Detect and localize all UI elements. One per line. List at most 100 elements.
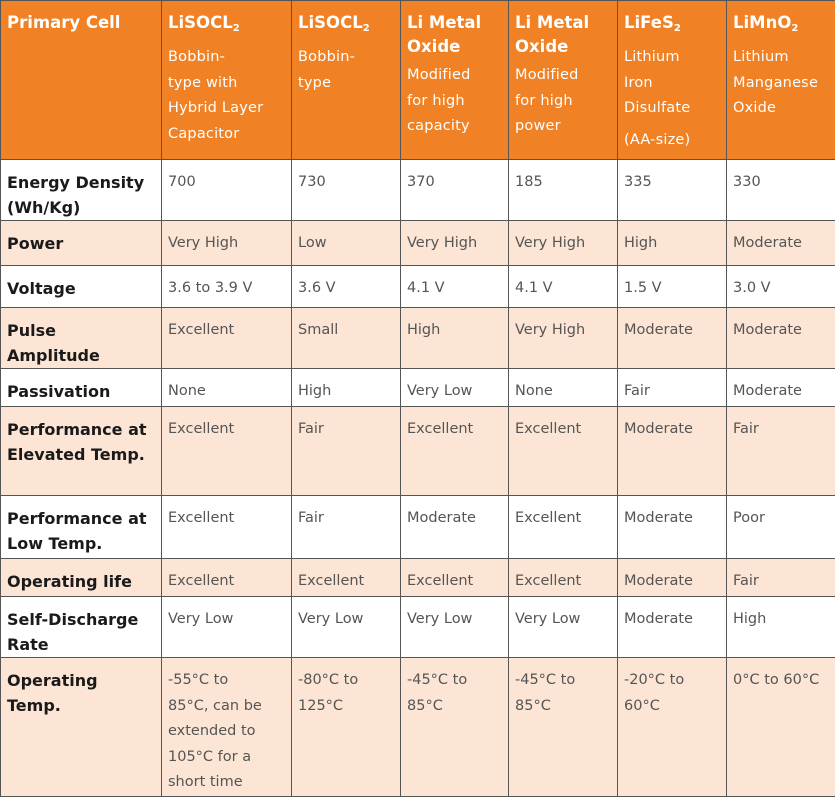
column-name-subscript: 2 — [233, 23, 240, 34]
cell-line: -80°C to — [298, 668, 394, 694]
column-name-text: LiSOCL — [168, 13, 233, 32]
table-cell: Excellent — [292, 559, 401, 597]
row-label-line: Voltage — [7, 276, 155, 301]
column-name: LiSOCL2 — [168, 11, 285, 41]
table-cell: Fair — [727, 407, 835, 496]
table-cell: Low — [292, 221, 401, 266]
table-cell: 3.6 V — [292, 266, 401, 308]
column-name-text: Li Metal Oxide — [515, 13, 589, 56]
table-cell: Excellent — [162, 559, 292, 597]
row-label: Voltage — [1, 266, 162, 308]
table-cell: Excellent — [401, 407, 509, 496]
column-description-line: type with — [168, 71, 285, 97]
table-cell: 1.5 V — [618, 266, 727, 308]
table-cell: Poor — [727, 496, 835, 559]
table-cell: 700 — [162, 160, 292, 221]
table-cell: Moderate — [618, 559, 727, 597]
column-note: (AA-size) — [624, 128, 720, 154]
cell-line: -45°C to — [407, 668, 502, 694]
table-cell: Moderate — [618, 496, 727, 559]
table-cell: Moderate — [618, 308, 727, 369]
table-cell: Excellent — [162, 407, 292, 496]
table-cell: Moderate — [618, 597, 727, 658]
column-description-line: Manganese — [733, 71, 829, 97]
table-cell: Fair — [618, 369, 727, 407]
column-description-line: for high — [515, 89, 611, 115]
column-name-text: LiFeS — [624, 13, 674, 32]
row-label: Energy Density(Wh/Kg) — [1, 160, 162, 221]
cell-line: -55°C to — [168, 668, 285, 694]
table-cell: Very High — [509, 308, 618, 369]
column-description-line: Iron — [624, 71, 720, 97]
table-cell: Small — [292, 308, 401, 369]
column-name-subscript: 2 — [791, 23, 798, 34]
column-name-text: Li Metal Oxide — [407, 13, 481, 56]
table-cell: 185 — [509, 160, 618, 221]
table-cell: Moderate — [618, 407, 727, 496]
table-cell: 370 — [401, 160, 509, 221]
table-cell: 3.6 to 3.9 V — [162, 266, 292, 308]
table-cell: Excellent — [162, 496, 292, 559]
column-description-line: for high — [407, 89, 502, 115]
table-cell: Moderate — [727, 308, 835, 369]
column-name: LiFeS2 — [624, 11, 720, 41]
table-cell: High — [292, 369, 401, 407]
column-name: LiMnO2 — [733, 11, 829, 41]
cell-line: 85°C, can be — [168, 694, 285, 720]
row-label: Passivation — [1, 369, 162, 407]
table-cell: Very High — [509, 221, 618, 266]
cell-line: 85°C — [515, 694, 611, 720]
cell-line: -20°C to — [624, 668, 720, 694]
column-description-line: Oxide — [733, 96, 829, 122]
table-cell: 330 — [727, 160, 835, 221]
table-cell: Excellent — [401, 559, 509, 597]
table-cell: 335 — [618, 160, 727, 221]
table-cell: Very Low — [401, 597, 509, 658]
column-description-line: Disulfate — [624, 96, 720, 122]
table-cell: High — [401, 308, 509, 369]
table-cell: Moderate — [401, 496, 509, 559]
column-description-line: power — [515, 114, 611, 140]
table-cell: Excellent — [509, 559, 618, 597]
table-cell: 730 — [292, 160, 401, 221]
table-cell: Very Low — [162, 597, 292, 658]
row-label-line: Energy Density — [7, 170, 155, 195]
row-label-line: Operating life — [7, 569, 155, 594]
table-cell: Fair — [292, 407, 401, 496]
cell-line: 105°C for a — [168, 745, 285, 771]
row-label-line: Pulse — [7, 318, 155, 343]
column-description-line: type — [298, 71, 394, 97]
table-cell: Fair — [292, 496, 401, 559]
table-cell: Excellent — [509, 407, 618, 496]
column-name-text: LiSOCL — [298, 13, 363, 32]
column-description-line: Lithium — [624, 45, 720, 71]
column-name: Li Metal Oxide — [515, 11, 611, 59]
row-label-line: Low Temp. — [7, 531, 155, 556]
table-cell: Moderate — [727, 221, 835, 266]
table-cell: Fair — [727, 559, 835, 597]
table-cell: 4.1 V — [509, 266, 618, 308]
cell-line: 85°C — [407, 694, 502, 720]
column-name: LiSOCL2 — [298, 11, 394, 41]
